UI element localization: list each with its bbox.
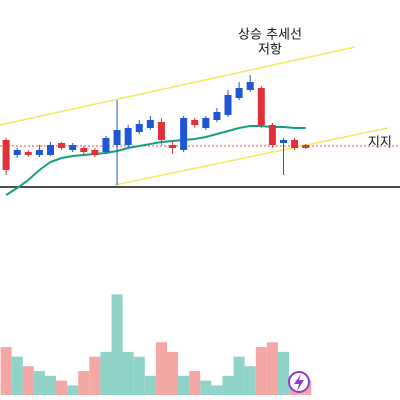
volume-bar [0,347,12,395]
candle-body [124,128,132,145]
volume-bar [22,366,34,395]
candle-body [69,145,77,150]
volume-bar [133,356,145,395]
volume-bar [255,347,267,395]
volume-bar [166,351,179,395]
candle-body [191,120,199,125]
lightning-icon[interactable] [288,371,310,393]
candle-body [291,140,299,148]
volume-bar [100,351,112,395]
volume-bar [89,356,101,395]
candle-body [13,150,21,155]
candle-body [113,130,121,145]
annotation: 지지 [368,136,392,151]
volume-bar [277,351,290,395]
candle-body [235,88,243,98]
candle-body [146,120,154,128]
candle-body [169,145,177,148]
volume-bar [11,356,23,395]
candle-body [102,138,110,152]
volume-bar [144,375,156,395]
volume-bar [244,366,256,395]
volume-bar [33,371,45,395]
candle-body [202,118,210,128]
volume-bar [78,371,90,395]
candle-body [180,118,188,150]
annotation: 상승 추세선 [238,28,302,43]
candle-body [46,145,54,155]
candle-body [302,145,310,148]
volume-bar [155,342,167,395]
volume-bar [189,371,201,395]
volume-bar [200,380,212,395]
candle-body [279,140,287,143]
volume-bar [44,375,57,395]
moving-average [5,125,306,196]
volume-bar [222,375,234,395]
volume-bar [56,380,68,395]
volume-bar [67,385,79,395]
candle-body [213,112,221,120]
volume-bar [233,356,245,395]
candle-body [80,148,88,152]
candle-body [35,150,43,155]
trendline [114,127,388,186]
volume-bar [122,351,134,395]
candle-body [58,143,66,148]
volume-bar [178,375,190,395]
candle-body [2,140,10,170]
volume-bar [211,385,223,395]
candle-body [246,82,254,90]
candle-body [135,124,143,132]
candle-body [224,95,232,115]
candle-body [91,150,99,155]
trendline [0,46,356,126]
annotation: 저항 [258,43,282,58]
candle-body [157,122,165,140]
candle-body [24,152,32,155]
candle-body [268,125,276,145]
volume-bar [111,294,123,395]
candle-body [257,88,265,125]
volume-bar [266,342,278,395]
